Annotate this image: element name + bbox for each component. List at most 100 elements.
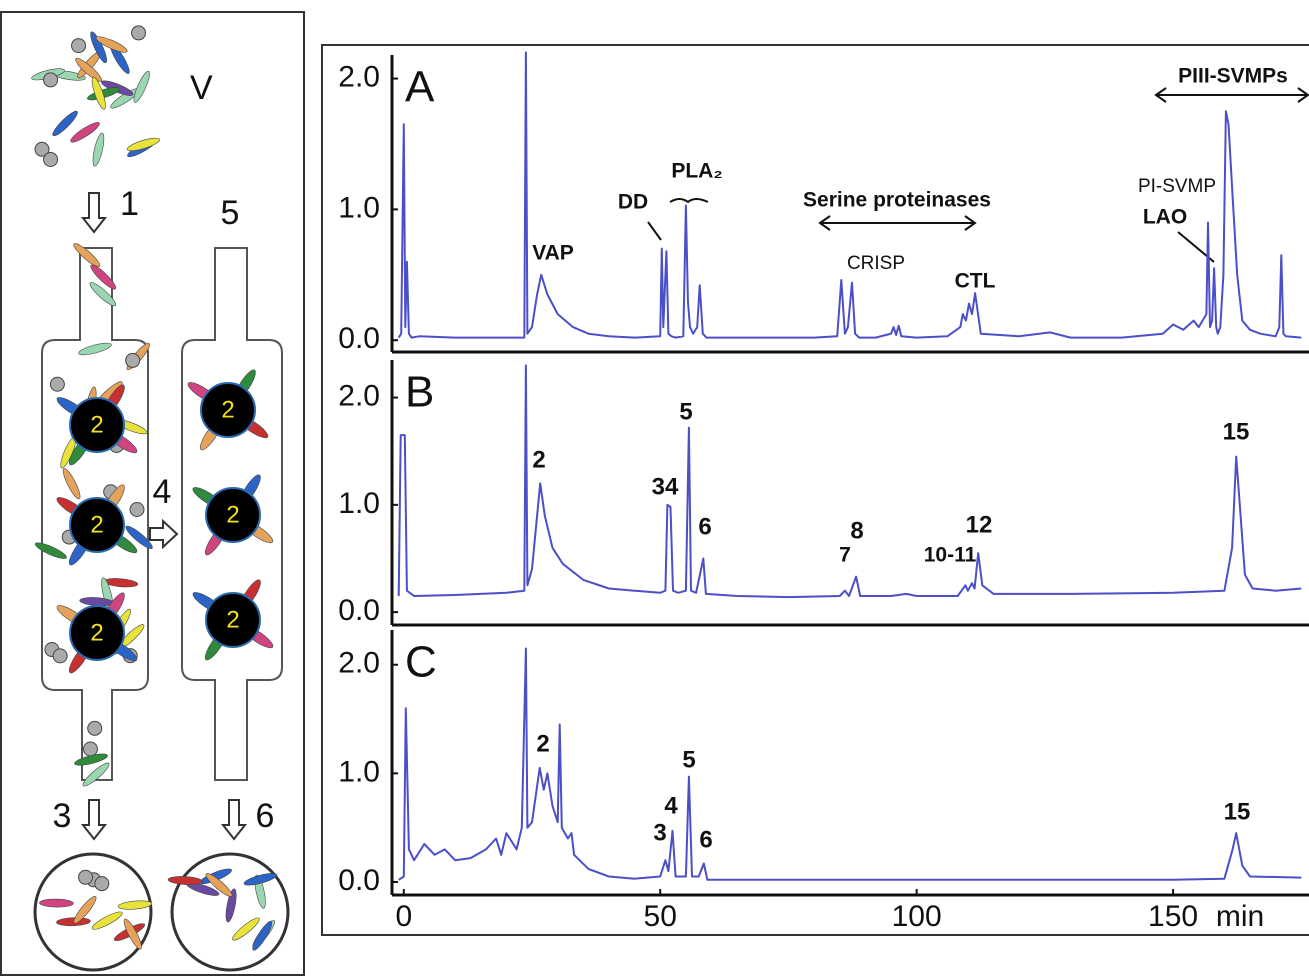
step-label: 5	[221, 194, 240, 232]
diagram: 2 2 2 2 2 2 V 1 3 4 5 6	[0, 11, 305, 976]
particle	[74, 753, 108, 766]
arrow	[149, 518, 179, 550]
particle	[71, 38, 87, 54]
particle	[125, 352, 141, 368]
annotation: LAO	[1143, 206, 1187, 229]
x-tick-label: 150	[1148, 900, 1198, 933]
particle	[49, 376, 65, 392]
annotation: 10-11	[924, 544, 977, 567]
annotation: 5	[679, 398, 692, 425]
trace	[397, 364, 1302, 599]
annotation: 2	[532, 446, 545, 473]
annotation: 34	[652, 473, 679, 500]
y-tick-label: 2.0	[338, 379, 380, 412]
particle	[39, 898, 74, 908]
annotation: 12	[966, 511, 993, 538]
annotation: 15	[1223, 418, 1250, 445]
particle	[52, 648, 68, 664]
leaders	[647, 87, 1309, 263]
particle	[243, 873, 278, 886]
diagram-frame	[0, 11, 305, 976]
double-arrow	[818, 215, 977, 231]
x-tick-label: 50	[644, 900, 677, 933]
dish	[170, 852, 290, 972]
arrow	[80, 799, 108, 841]
trace	[397, 51, 1302, 339]
particle	[167, 876, 203, 885]
particle	[91, 911, 123, 930]
particle	[89, 282, 117, 307]
trace	[398, 647, 1302, 881]
annotation: CRISP	[847, 253, 905, 274]
bead-label: 2	[221, 396, 234, 423]
annotation: VAP	[532, 242, 574, 265]
particle	[62, 468, 81, 500]
panel-label: C	[405, 638, 437, 687]
y-tick-label: 1.0	[338, 191, 380, 224]
arrows	[80, 192, 248, 841]
particle	[232, 917, 260, 941]
bead	[69, 397, 125, 453]
particle	[56, 917, 91, 927]
y-tick-label: 0.0	[338, 864, 380, 897]
bead-label: 2	[90, 511, 103, 538]
bead-label: 2	[90, 411, 103, 438]
particle	[123, 918, 142, 950]
annotation: DD	[618, 191, 648, 214]
step-label: 6	[256, 797, 275, 835]
x-tick-label: 0	[395, 900, 412, 933]
particle	[78, 342, 112, 356]
particle	[91, 76, 106, 110]
particle	[73, 243, 101, 267]
annotation: CTL	[955, 270, 996, 293]
step-label: 1	[120, 185, 139, 223]
annotation: 3	[653, 819, 666, 846]
bead	[200, 382, 256, 438]
column-right	[181, 247, 283, 781]
bead-label: 2	[226, 501, 239, 528]
particle	[92, 132, 105, 167]
particle	[52, 110, 78, 137]
panel-label: A	[405, 63, 435, 112]
bead-label: 2	[90, 619, 103, 646]
particle	[82, 762, 110, 787]
particle	[87, 720, 103, 736]
particle	[126, 137, 161, 151]
particle	[133, 70, 150, 103]
particle	[87, 87, 121, 101]
leader-line	[647, 221, 662, 241]
brace	[669, 198, 709, 204]
annotation: 4	[664, 792, 678, 819]
particle	[131, 25, 147, 41]
particle	[225, 888, 237, 923]
particle	[70, 122, 100, 143]
bead-label: 2	[226, 606, 239, 633]
particle	[73, 896, 97, 924]
dish	[33, 852, 153, 972]
particle	[252, 920, 273, 951]
double-arrow	[1154, 87, 1309, 103]
bead	[205, 487, 261, 543]
x-tick-label: 100	[892, 900, 942, 933]
step-label: 3	[53, 797, 72, 835]
y-tick-label: 2.0	[338, 60, 380, 93]
particle	[43, 72, 59, 88]
annotation: 7	[839, 544, 851, 567]
annotation: 6	[698, 513, 711, 540]
particle	[75, 58, 103, 82]
particle	[205, 873, 233, 897]
panel-label: B	[405, 368, 434, 417]
bead	[69, 497, 125, 553]
step-label: 4	[153, 473, 172, 511]
bead	[69, 605, 125, 661]
particle	[34, 141, 50, 157]
y-tick-label: 2.0	[338, 647, 380, 680]
annotation: PIII-SVMPs	[1178, 65, 1288, 88]
chart-frame	[321, 44, 1309, 936]
particle	[94, 876, 110, 892]
venom-label: V	[190, 69, 213, 107]
annotation: PLA₂	[671, 160, 722, 183]
particle	[95, 36, 128, 53]
particle	[43, 151, 59, 167]
